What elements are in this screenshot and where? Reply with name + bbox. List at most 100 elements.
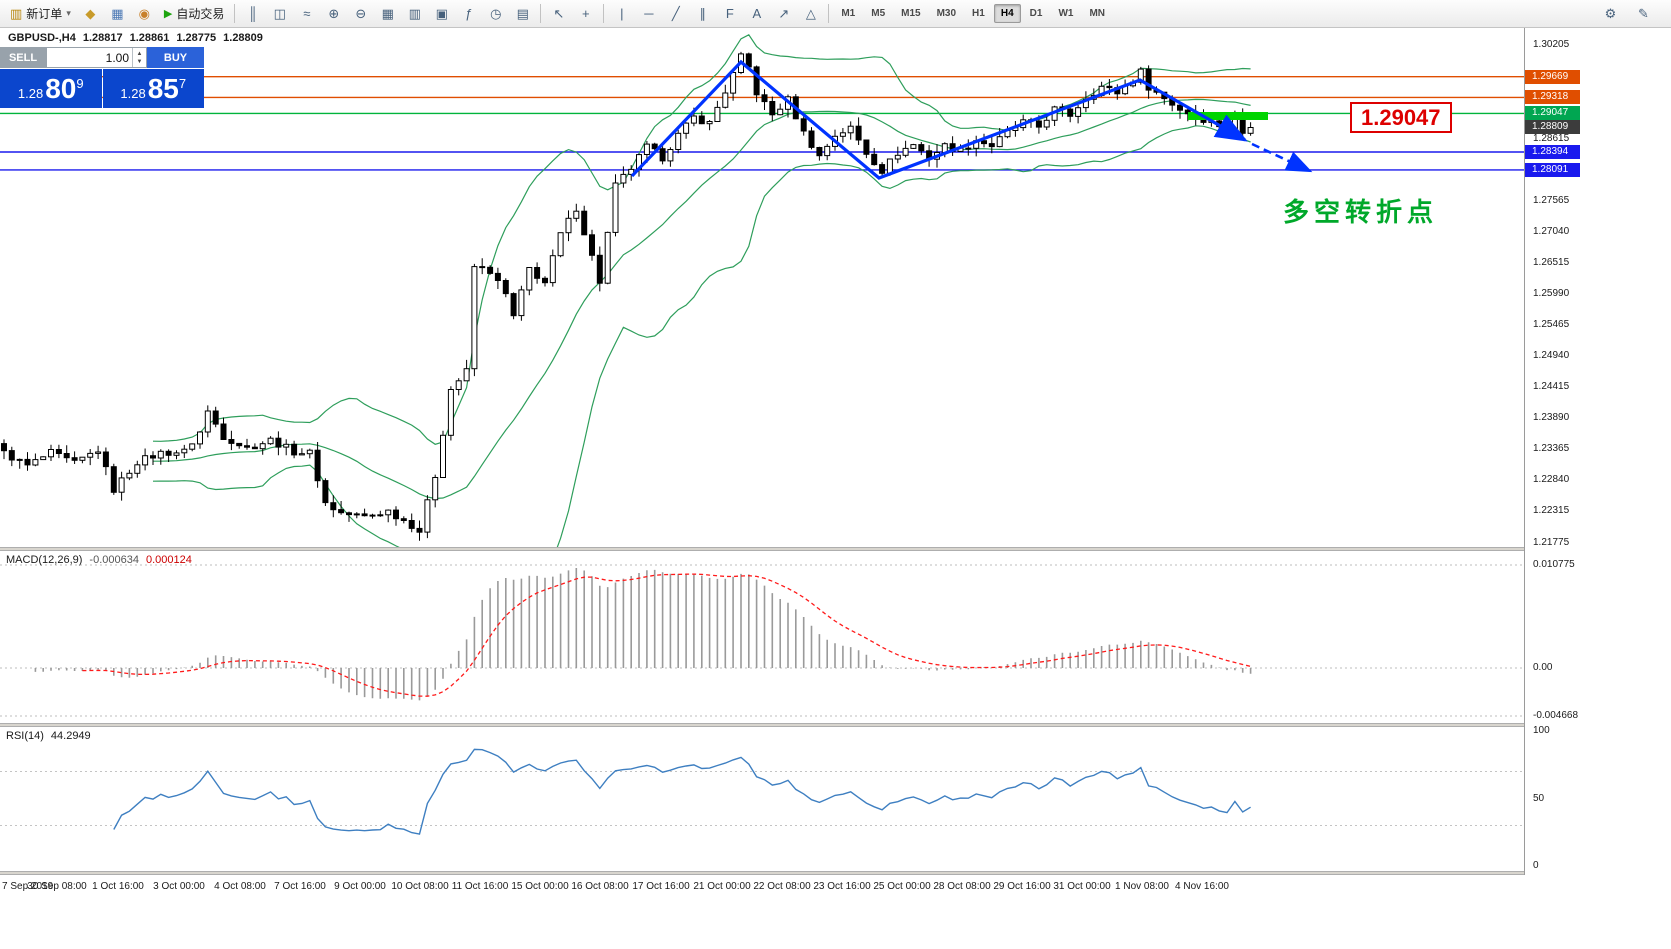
symbol-label: GBPUSD-,H4 [8,32,76,44]
buy-price-sup: 7 [178,76,187,91]
volume-stepper[interactable]: ▲ ▼ [132,48,146,67]
templates-icon: ▤ [516,5,529,21]
time-axis[interactable]: 7 Sep 2019 30 Sep 08:00 1 Oct 16:00 3 Oct 0… [0,875,1671,949]
price-tag[interactable]: 1.29047 [1525,106,1580,121]
new-order-icon: ▥ [10,5,23,21]
settings-icon: ⚙ [1604,5,1617,21]
horizontal-line-icon[interactable]: ─ [635,3,662,25]
price-axis-label: 0 [1533,860,1539,871]
charts-grid-icon[interactable]: ▦ [104,3,131,25]
rsi-label: RSI(14) 44.2949 [6,730,91,742]
price-tag[interactable]: 1.28394 [1525,144,1580,159]
market-icon[interactable]: ◆ [77,3,104,25]
volume-value[interactable]: 1.00 [105,50,129,65]
settings-icon[interactable]: ⚙ [1597,3,1624,25]
projection-arrow[interactable] [1251,142,1313,173]
auto-arrange-icon[interactable]: ▥ [401,3,428,25]
bull-candles [16,53,1254,533]
edit-icon[interactable]: ✎ [1630,3,1657,25]
channel-icon[interactable]: ∥ [689,3,716,25]
symbol-ohlc-label: GBPUSD-,H4 1.28817 1.28861 1.28775 1.288… [8,32,263,44]
buy-button[interactable]: BUY [147,47,204,68]
trendline-icon[interactable]: ╱ [662,3,689,25]
volume-field[interactable]: 1.00 ▲ ▼ [46,47,147,68]
timeframe-h4[interactable]: H4 [993,4,1021,23]
panel-separator[interactable] [0,547,1671,551]
macd-histogram [34,568,1252,701]
indicators-icon[interactable]: ƒ [455,3,482,25]
timeframe-m30[interactable]: M30 [936,8,957,19]
zoom-in-icon[interactable]: ⊕ [320,3,347,25]
market-icon: ◆ [85,5,96,21]
time-axis-label: 22 Oct 08:00 [753,881,811,892]
macd-panel[interactable]: MACD(12,26,9) -0.000634 0.000124 [0,551,1524,723]
auto-arrange-icon: ▥ [408,5,421,21]
vertical-line-icon[interactable]: | [608,3,635,25]
rsi-value: 44.2949 [50,730,91,742]
price-axis-label: 100 [1533,725,1550,736]
timeframe-mn[interactable]: MN [1089,8,1105,19]
timeframe-h1[interactable]: H1 [972,8,985,19]
time-axis-label: 7 Sep 2019 [2,881,54,892]
shapes-icon[interactable]: △ [797,3,824,25]
price-axis-label: 1.30205 [1533,39,1570,50]
fibonacci-icon[interactable]: F [716,3,743,25]
cursor-icon[interactable]: ↖ [545,3,572,25]
zoom-out-icon[interactable]: ⊖ [347,3,374,25]
sell-price-sup: 9 [76,76,84,91]
time-axis-label: 16 Oct 08:00 [571,881,629,892]
main-chart-panel[interactable]: GBPUSD-,H4 1.28817 1.28861 1.28775 1.288… [0,28,1524,547]
price-axis[interactable]: 1.30205 1.28615 1.27565 1.27040 1.26515 1.259… [1524,28,1671,875]
pivot-annotation: 多空转折点 [1283,197,1439,227]
sell-button[interactable]: SELL [0,47,46,68]
panel-separator[interactable] [0,871,1671,875]
price-tag[interactable]: 1.28091 [1525,162,1580,177]
time-axis-label: 9 Oct 00:00 [334,881,386,892]
time-axis-label: 1 Nov 08:00 [1115,881,1169,892]
new-order-label: 新订单 [26,7,63,21]
price-tag[interactable]: 1.29318 [1525,90,1580,105]
price-axis-label: 1.26515 [1533,256,1570,268]
chart-shift-icon[interactable]: ▣ [428,3,455,25]
rsi-panel[interactable]: RSI(14) 44.2949 [0,727,1524,871]
price-tag[interactable]: 1.28809 [1525,120,1580,135]
templates-icon[interactable]: ▤ [509,3,536,25]
time-axis-label: 10 Oct 08:00 [391,881,449,892]
timeframe-d1[interactable]: D1 [1029,8,1043,19]
chart-canvas[interactable] [0,28,1524,547]
stepper-up-icon[interactable]: ▲ [136,50,143,57]
rsi-line [113,748,1251,835]
price-axis-label: 1.24940 [1533,350,1570,362]
price-tag[interactable]: 1.29669 [1525,69,1580,84]
auto-trading-button[interactable]: ▶ 自动交易 [158,3,230,25]
periods-icon[interactable]: ◷ [482,3,509,25]
close-value: 1.28809 [223,32,263,44]
tile-windows-icon[interactable]: ▦ [374,3,401,25]
price-axis-label: 1.25990 [1533,288,1570,299]
bollinger-upper [152,34,1251,445]
panel-separator[interactable] [0,723,1671,727]
stepper-down-icon[interactable]: ▼ [136,58,143,65]
timeframe-w1[interactable]: W1 [1058,8,1074,19]
buy-price-display[interactable]: 1.28 85 7 [102,69,204,108]
time-axis-label: 4 Nov 16:00 [1175,881,1229,892]
text-label-icon[interactable]: A [743,3,770,25]
sell-price-display[interactable]: 1.28 80 9 [0,69,102,108]
timeframe-m1[interactable]: M1 [841,8,856,19]
bear-candles [1,53,1246,533]
right-icons-group: ⚙ ✎ [1597,3,1657,25]
shapes-icon: △ [805,5,816,21]
timeframe-m15[interactable]: M15 [901,8,921,19]
community-icon[interactable]: ◉ [131,3,158,25]
timeframe-m5[interactable]: M5 [871,8,886,19]
zigzag-trendline[interactable] [630,59,1248,180]
new-order-button[interactable]: ▥ 新订单 ▾ [4,3,77,25]
bar-chart-icon[interactable]: ║ [239,3,266,25]
toolbar-separator [828,4,830,23]
candlestick-icon[interactable]: ◫ [266,3,293,25]
crosshair-icon[interactable]: + [572,3,599,25]
arrows-tool-icon[interactable]: ↗ [770,3,797,25]
line-chart-icon[interactable]: ≈ [293,3,320,25]
time-axis-label: 29 Oct 16:00 [993,881,1051,892]
time-axis-label: 4 Oct 08:00 [214,881,266,892]
